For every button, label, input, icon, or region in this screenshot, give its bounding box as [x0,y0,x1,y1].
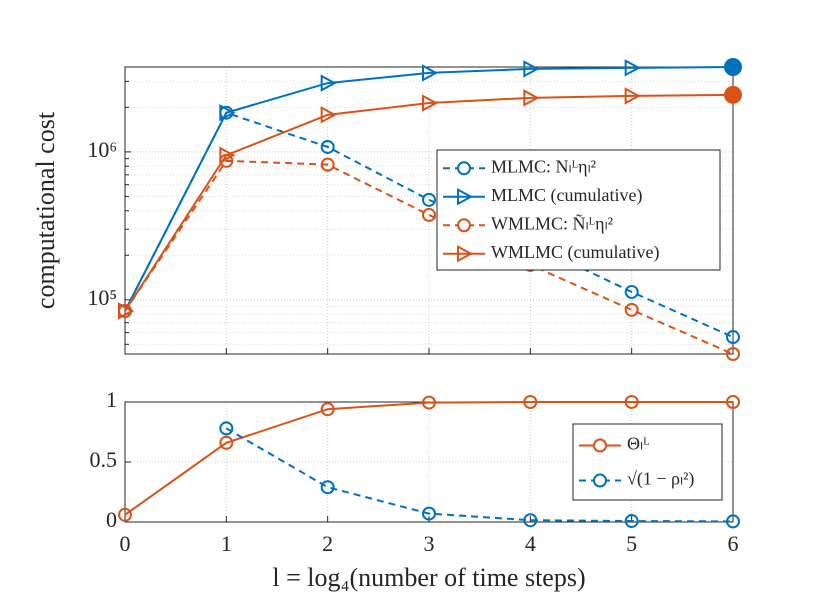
legend-marker [593,438,607,453]
x-tick-label: 6 [728,531,739,556]
y-tick-label: 10⁶ [87,137,117,162]
marker [624,302,639,317]
marker [624,284,639,299]
marker [523,60,540,78]
marker [726,514,740,529]
x-tick-label: 2 [322,531,333,556]
marker [523,513,538,528]
line [124,66,734,312]
legend-marker [457,188,474,206]
marker [422,207,436,222]
legend-box [436,149,721,271]
end-marker [724,85,742,104]
marker [624,514,639,529]
marker [320,139,335,154]
y-tick-label: 0.5 [90,447,118,472]
marker [422,64,439,82]
marker [726,347,740,361]
marker [624,87,641,105]
axes-frame [124,66,734,355]
line [124,401,733,516]
legend-label: WMLMC: Ñₗᴸηₗ² [491,212,613,233]
x-axis-label: l = log₄(number of time steps) [272,563,585,592]
x-tick-label: 4 [525,531,536,556]
legend-label: MLMC: Nₗᴸηₗ² [491,156,596,176]
marker [118,302,135,320]
marker [523,89,540,107]
marker [219,421,234,436]
series [118,153,740,361]
marker [624,395,639,409]
series [118,85,742,320]
marker [320,74,337,92]
marker [422,192,436,207]
marker [422,506,436,521]
marker [320,157,335,172]
x-tick-label: 3 [424,531,435,556]
series [219,421,740,529]
marker [422,395,436,410]
legend: MLMC: Nₗᴸηₗ² MLMC (cumulative) WMLMC: Ñₗᴸη… [436,149,721,271]
legend-label: √(1 − ρₗ²) [627,469,694,490]
legend-marker [457,161,471,176]
marker [320,106,337,124]
y-tick-label: 10⁵ [87,285,117,310]
legend-box [572,423,723,501]
line [225,427,734,523]
marker [726,330,740,345]
marker [320,480,335,495]
y-tick-label: 1 [106,387,117,412]
y-axis-label: computational cost [31,111,60,309]
legend: Θₗᴸ √(1 − ρₗ²) [572,423,723,501]
end-marker [724,58,742,76]
marker [219,104,236,122]
x-tick-label: 1 [221,531,232,556]
marker [726,395,740,409]
marker [523,395,538,409]
marker [624,59,641,77]
legend-marker [593,473,607,488]
line [124,93,734,312]
x-tick-label: 0 [120,531,131,556]
legend-label: MLMC (cumulative) [491,185,642,206]
marker [219,146,236,164]
y-tick-label: 0 [106,507,117,532]
marker [422,94,439,112]
marker [219,435,234,450]
legend-label: WMLMC (cumulative) [491,242,659,263]
x-tick-label: 5 [626,531,637,556]
marker [118,507,132,522]
series [118,395,740,522]
legend-marker [457,245,474,263]
marker [320,402,335,417]
legend-marker [457,218,471,233]
line [124,159,734,355]
legend-label: Θₗᴸ [627,434,650,454]
